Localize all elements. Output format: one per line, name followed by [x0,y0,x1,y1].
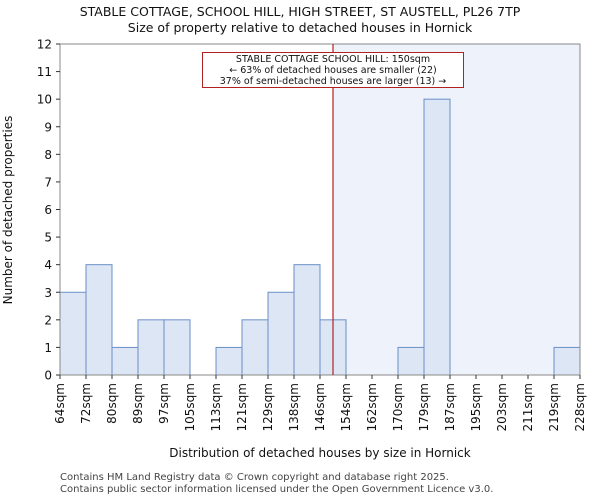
bar [267,291,295,376]
y-tick-label: 11 [37,65,52,79]
x-tick-label: 187sqm [443,383,457,431]
y-tick-label: 5 [44,231,52,245]
x-tick-label: 179sqm [417,383,431,431]
larger-region-shade [333,44,580,375]
footer-line2: Contains public sector information licen… [60,484,494,495]
x-tick-label: 113sqm [209,383,223,431]
y-tick-label: 2 [44,313,52,327]
bar [137,319,165,376]
x-tick-label: 154sqm [339,383,353,431]
x-tick-label: 64sqm [53,383,67,424]
x-tick-label: 170sqm [391,383,405,431]
bar [423,98,451,376]
annotation-box: STABLE COTTAGE SCHOOL HILL: 150sqm ← 63%… [202,52,464,88]
x-tick-label: 89sqm [131,383,145,424]
y-tick-label: 7 [44,175,52,189]
bar [553,346,581,376]
x-tick-label: 121sqm [235,383,249,431]
footer-line1: Contains HM Land Registry data © Crown c… [60,472,449,483]
x-tick-label: 105sqm [183,383,197,431]
y-tick-label: 9 [44,120,52,134]
x-tick-label: 129sqm [261,383,275,431]
bar [85,264,113,376]
y-tick-label: 0 [44,369,52,383]
chart-title-line1: STABLE COTTAGE, SCHOOL HILL, HIGH STREET… [79,4,521,19]
bar [111,346,139,376]
annotation-line2: ← 63% of detached houses are smaller (22… [229,65,437,76]
bar [397,346,425,376]
x-tick-label: 97sqm [157,383,171,424]
x-tick-label: 80sqm [105,383,119,424]
x-tick-label: 162sqm [365,383,379,431]
bar [163,319,191,376]
y-tick-label: 3 [44,286,52,300]
bar [241,319,269,376]
x-tick-label: 146sqm [313,383,327,431]
x-tick-label: 211sqm [521,383,535,431]
y-axis-label: Number of detached properties [1,115,15,305]
bar [293,264,321,376]
x-tick-label: 219sqm [547,383,561,431]
x-tick-label: 228sqm [573,383,587,431]
x-tick-label: 203sqm [495,383,509,431]
x-axis-label: Distribution of detached houses by size … [169,446,471,460]
y-tick-label: 4 [44,258,52,272]
bar [215,346,243,376]
y-tick-label: 1 [44,341,52,355]
bar [59,291,87,376]
y-tick-label: 6 [44,203,52,217]
x-tick-label: 72sqm [79,383,93,424]
x-tick-label: 138sqm [287,383,301,431]
y-tick-label: 12 [37,38,52,52]
annotation-line3: 37% of semi-detached houses are larger (… [219,76,447,87]
y-tick-label: 10 [37,93,52,107]
y-tick-label: 8 [44,148,52,162]
annotation-line1: STABLE COTTAGE SCHOOL HILL: 150sqm [235,54,431,65]
chart-title-line2: Size of property relative to detached ho… [127,20,473,35]
x-tick-label: 195sqm [469,383,483,431]
